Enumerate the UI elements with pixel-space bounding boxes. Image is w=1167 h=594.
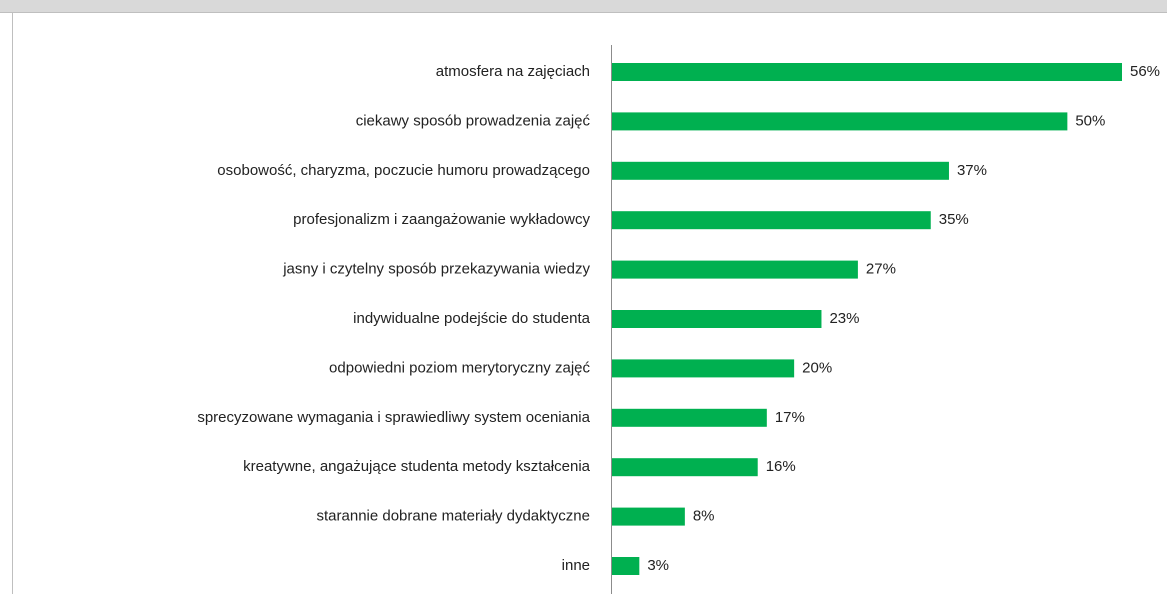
- category-label: indywidualne podejście do studenta: [353, 310, 590, 327]
- category-label: jasny i czytelny sposób przekazywania wi…: [282, 261, 590, 278]
- category-label: kreatywne, angażujące studenta metody ks…: [243, 458, 591, 475]
- bar: [612, 161, 949, 180]
- category-label: atmosfera na zajęciach: [436, 63, 590, 80]
- category-label: ciekawy sposób prowadzenia zajęć: [356, 112, 591, 129]
- bar: [612, 458, 758, 477]
- value-label: 50%: [1075, 112, 1105, 129]
- category-label: profesjonalizm i zaangażowanie wykładowc…: [293, 211, 590, 228]
- value-label: 56%: [1130, 63, 1160, 80]
- bar: [612, 63, 1122, 81]
- category-label: odpowiedni poziom merytoryczny zajęć: [329, 359, 590, 376]
- value-label: 3%: [647, 557, 669, 574]
- top-strip: [0, 0, 1167, 12]
- bar: [612, 260, 858, 279]
- value-label: 16%: [766, 458, 796, 475]
- category-label: inne: [562, 557, 590, 574]
- value-label: 35%: [939, 211, 969, 228]
- bar: [612, 112, 1068, 131]
- category-label: sprecyzowane wymagania i sprawiedliwy sy…: [197, 409, 590, 426]
- value-label: 20%: [802, 359, 832, 376]
- category-label: osobowość, charyzma, poczucie humoru pro…: [217, 162, 590, 179]
- bar: [612, 557, 640, 575]
- bar: [612, 211, 931, 230]
- value-label: 27%: [866, 261, 896, 278]
- bar: [612, 408, 767, 427]
- value-label: 17%: [775, 409, 805, 426]
- bar: [612, 507, 685, 526]
- bar: [612, 359, 795, 378]
- category-label: starannie dobrane materiały dydaktyczne: [317, 508, 591, 525]
- bar: [612, 310, 822, 328]
- value-label: 8%: [693, 508, 715, 525]
- value-label: 23%: [829, 310, 859, 327]
- value-label: 37%: [957, 162, 987, 179]
